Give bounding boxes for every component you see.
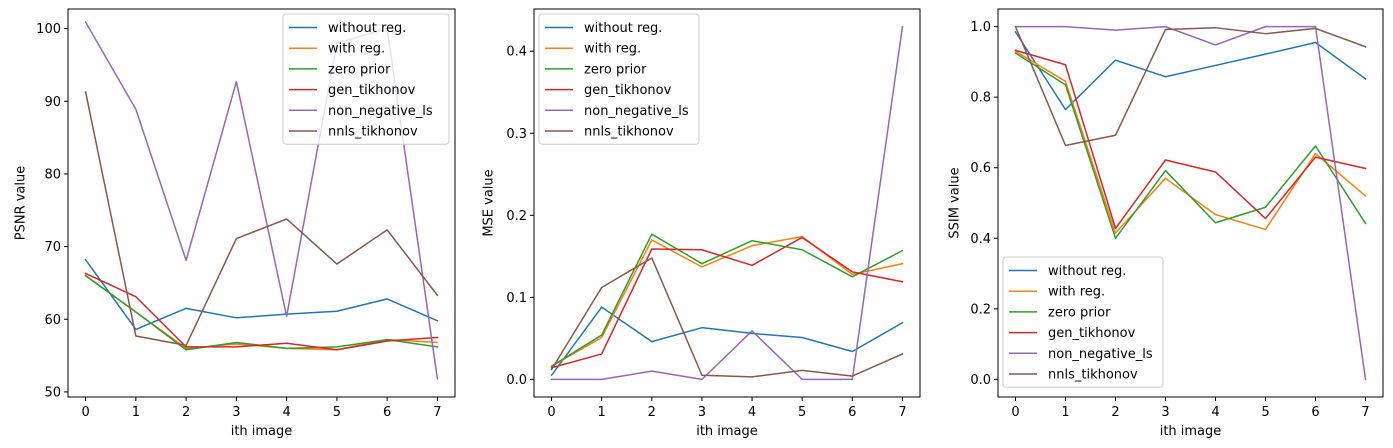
- ssim-series-line-zero-prior: [1014, 52, 1367, 240]
- ssim-y-tick-label: 0.6: [970, 161, 991, 176]
- mse-y-tick-label: 0.1: [506, 291, 527, 306]
- mse-x-tick-label: 6: [848, 405, 856, 420]
- mse-x-tick-label: 0: [547, 405, 555, 420]
- ssim-series-line-nnls-tikhonov: [1014, 25, 1367, 147]
- ssim-legend-label: gen_tikhonov: [1048, 326, 1136, 341]
- ssim-x-tick-label: 7: [1361, 405, 1369, 420]
- mse-x-axis-label: ith image: [696, 424, 758, 439]
- ssim-legend-label: non_negative_ls: [1048, 347, 1153, 362]
- mse-x-tick-label: 4: [748, 405, 756, 420]
- mse-x-tick-label: 1: [598, 405, 606, 420]
- mse-legend-label: gen_tikhonov: [584, 83, 672, 98]
- ssim-series-line-non-negative-ls: [1014, 25, 1367, 381]
- psnr-legend-label: zero prior: [328, 62, 391, 77]
- psnr-legend-box: [282, 13, 450, 145]
- psnr-legend-label: with reg.: [328, 42, 385, 57]
- ssim-chart: ith image SSIM value 0 1 2 3 4 5 6 7 0.0 0.2 0.4 0.…: [948, 8, 1384, 439]
- mse-axes-frame: [533, 8, 921, 398]
- mse-y-axis-label: MSE value: [482, 169, 497, 236]
- ssim-legend-label: nnls_tikhonov: [1048, 368, 1138, 383]
- ssim-series-line-without-reg-: [1014, 30, 1367, 111]
- ssim-y-tick-label: 0.8: [970, 91, 991, 106]
- ssim-y-tick-label: 0.2: [970, 302, 991, 317]
- psnr-series-line-gen-tikhonov: [84, 272, 439, 351]
- psnr-y-tick-label: 90: [44, 95, 61, 110]
- mse-x-tick-label: 2: [648, 405, 656, 420]
- psnr-x-tick-label: 3: [232, 405, 240, 420]
- mse-chart: ith image MSE value 0 1 2 3 4 5 6 7 0.0 0.1 0.2 0.3…: [482, 8, 921, 439]
- ssim-y-tick-label: 0.0: [970, 373, 991, 388]
- mse-y-tick-label: 0.2: [506, 209, 527, 224]
- mse-series-line-zero-prior: [550, 233, 904, 368]
- psnr-legend: without reg. with reg. zero prior gen_tikho…: [282, 13, 450, 145]
- mse-legend-label: non_negative_ls: [584, 104, 689, 119]
- ssim-legend-label: with reg.: [1048, 285, 1105, 300]
- mse-x-tick-label: 3: [698, 405, 706, 420]
- mse-series-line-without-reg-: [550, 306, 904, 377]
- mse-legend-label: nnls_tikhonov: [584, 125, 674, 140]
- ssim-x-axis-label: ith image: [1160, 424, 1222, 439]
- mse-x-tick-label: 7: [898, 405, 906, 420]
- psnr-series-line-without-reg-: [84, 258, 439, 331]
- ssim-legend-label: without reg.: [1048, 264, 1126, 279]
- ssim-x-tick-label: 3: [1161, 405, 1169, 420]
- psnr-x-tick-label: 6: [383, 405, 391, 420]
- ssim-x-tick-label: 6: [1311, 405, 1319, 420]
- mse-y-tick-label: 0.4: [506, 45, 527, 60]
- ssim-legend: without reg. with reg. zero prior gen_tikho…: [1002, 256, 1164, 388]
- ssim-legend-box: [1002, 256, 1164, 388]
- mse-series-line-gen-tikhonov: [550, 236, 904, 369]
- mse-legend-label: with reg.: [584, 42, 641, 57]
- ssim-x-tick-label: 0: [1011, 405, 1019, 420]
- mse-legend-label: zero prior: [584, 62, 647, 77]
- mse-series-line-non-negative-ls: [550, 25, 904, 381]
- psnr-legend-label: gen_tikhonov: [328, 83, 416, 98]
- mse-series-line-nnls-tikhonov: [550, 257, 904, 378]
- psnr-legend-label: nnls_tikhonov: [328, 125, 418, 140]
- ssim-y-axis-label: SSIM value: [948, 167, 963, 238]
- psnr-legend-label: non_negative_ls: [328, 104, 433, 119]
- psnr-x-tick-label: 1: [132, 405, 140, 420]
- psnr-x-tick-label: 0: [81, 405, 89, 420]
- psnr-legend-label: without reg.: [328, 21, 406, 36]
- psnr-y-tick-label: 100: [36, 22, 61, 37]
- psnr-axes-frame: [67, 8, 456, 398]
- psnr-y-tick-label: 50: [44, 385, 61, 400]
- ssim-axes-frame: [997, 8, 1384, 398]
- psnr-x-tick-label: 2: [182, 405, 190, 420]
- ssim-x-tick-label: 5: [1261, 405, 1269, 420]
- psnr-x-tick-label: 7: [433, 405, 441, 420]
- ssim-x-tick-label: 2: [1111, 405, 1119, 420]
- psnr-x-axis-label: ith image: [231, 424, 293, 439]
- psnr-y-tick-label: 80: [44, 167, 61, 182]
- ssim-x-tick-label: 4: [1211, 405, 1219, 420]
- mse-x-tick-label: 5: [798, 405, 806, 420]
- psnr-x-tick-label: 4: [282, 405, 290, 420]
- ssim-series-line-gen-tikhonov: [1014, 49, 1367, 230]
- mse-series-line-with-reg-: [550, 235, 904, 368]
- mse-y-tick-label: 0.3: [506, 127, 527, 142]
- mse-legend-box: [538, 13, 700, 145]
- mse-y-tick-label: 0.0: [506, 373, 527, 388]
- psnr-chart: ith image PSNR value 0 1 2 3 4 5 6 7 50 60 70 80 90 1…: [14, 8, 456, 439]
- ssim-legend-label: zero prior: [1048, 305, 1111, 320]
- ssim-y-tick-label: 0.4: [970, 232, 991, 247]
- psnr-x-tick-label: 5: [333, 405, 341, 420]
- ssim-x-tick-label: 1: [1061, 405, 1069, 420]
- psnr-y-axis-label: PSNR value: [14, 166, 29, 241]
- psnr-y-tick-label: 70: [44, 240, 61, 255]
- psnr-series-line-nnls-tikhonov: [84, 90, 439, 347]
- ssim-y-tick-label: 1.0: [970, 20, 991, 35]
- psnr-y-tick-label: 60: [44, 313, 61, 328]
- mse-legend: without reg. with reg. zero prior gen_tikho…: [538, 13, 700, 145]
- mse-legend-label: without reg.: [584, 21, 662, 36]
